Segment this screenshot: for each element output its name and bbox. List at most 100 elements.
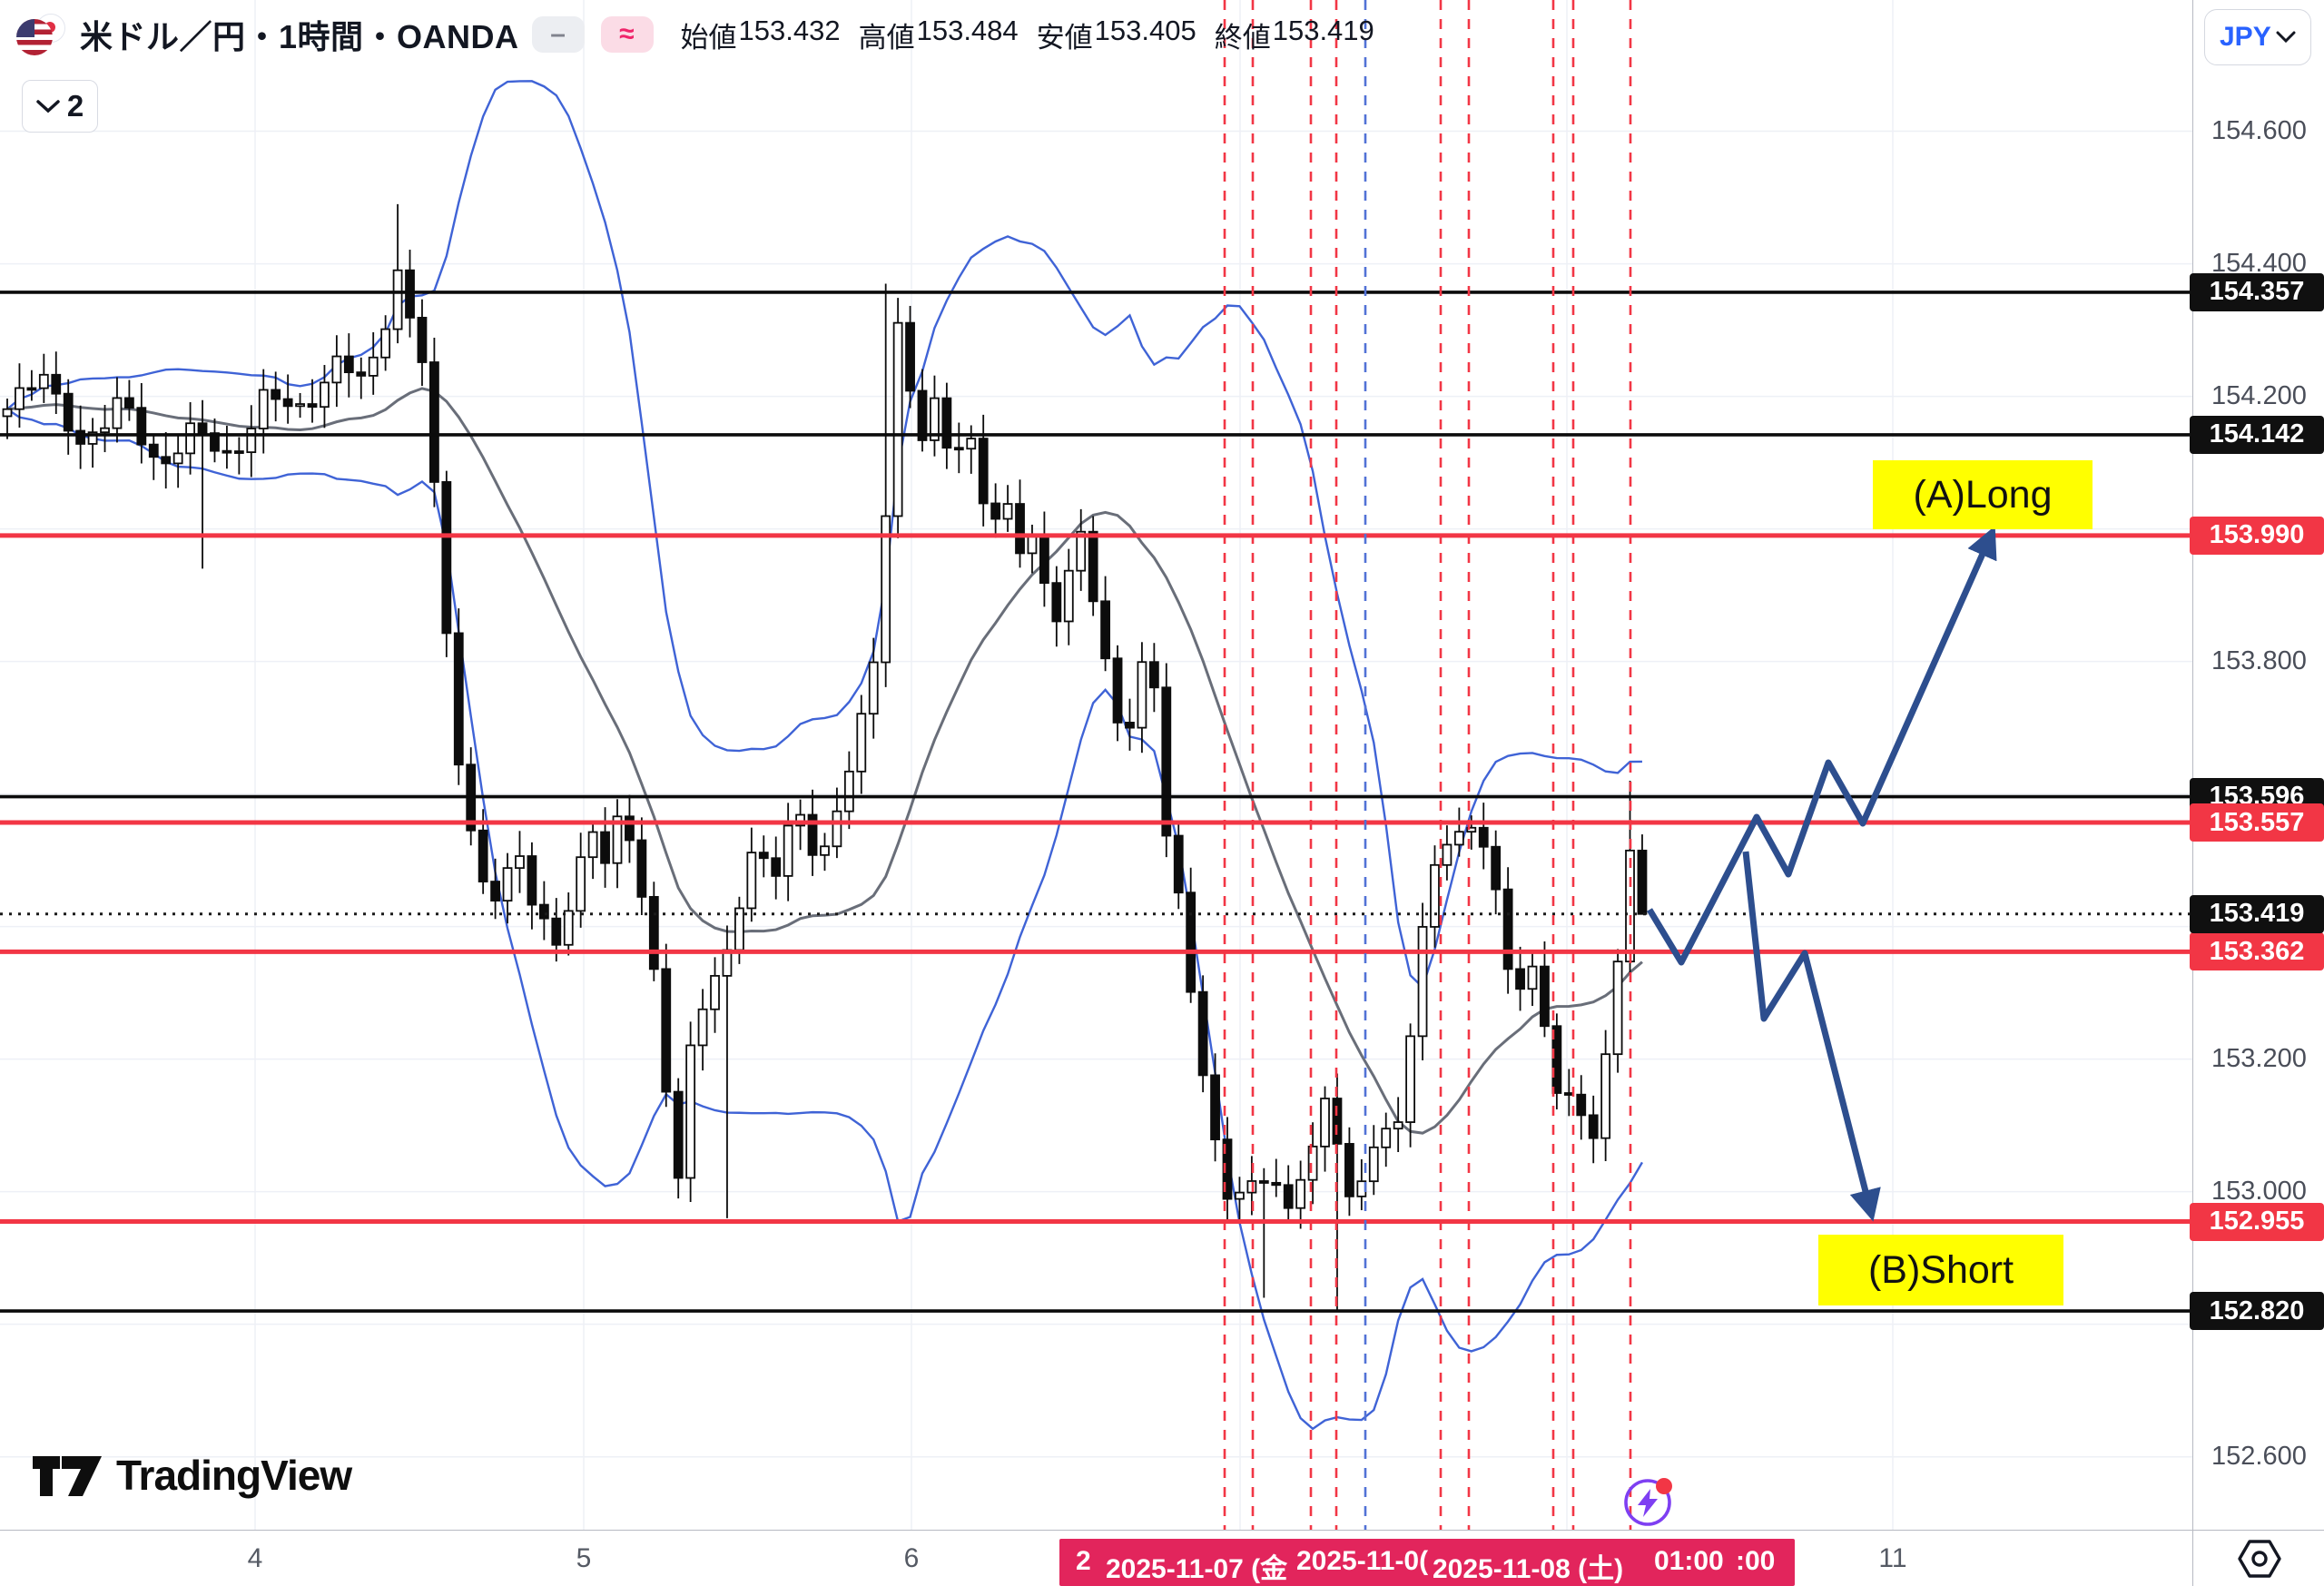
price-level-badge[interactable]: 152.820 <box>2190 1292 2324 1331</box>
price-level-badge[interactable]: 153.557 <box>2190 803 2324 842</box>
candle-body <box>453 632 464 766</box>
candle-body <box>246 428 257 454</box>
candle-body <box>1344 1143 1354 1197</box>
candle-body <box>563 910 574 946</box>
candle-body <box>1295 1178 1306 1209</box>
candle-body <box>1551 1025 1562 1094</box>
tradingview-logo[interactable]: TradingView <box>33 1451 352 1500</box>
long-annotation[interactable]: (A)Long <box>1873 460 2093 529</box>
long-projection-arrow[interactable] <box>1647 526 1997 966</box>
candle-body <box>356 371 367 377</box>
tradingview-logo-icon <box>33 1456 102 1496</box>
candle-body <box>1563 1092 1574 1096</box>
candle-body <box>930 397 940 441</box>
currency-dropdown[interactable]: JPY <box>2204 9 2311 65</box>
date-highlight-label: 2025-11-07 (金 <box>1106 1554 1288 1584</box>
candlesticks <box>2 203 1648 1312</box>
candle-body <box>368 356 379 377</box>
low-label: 安値 <box>1036 21 1093 54</box>
candle-body <box>428 361 439 483</box>
candle-body <box>233 450 244 454</box>
candle-body <box>1002 503 1013 520</box>
close-label: 終値 <box>1214 21 1271 54</box>
price-level-badge[interactable]: 153.990 <box>2190 516 2324 555</box>
candle-body <box>673 1090 684 1179</box>
price-level-badge[interactable]: 152.955 <box>2190 1202 2324 1241</box>
time-tick-label: 4 <box>247 1543 263 1573</box>
candle-body <box>1015 503 1025 555</box>
candle-body <box>771 857 782 877</box>
candle-body <box>832 810 842 848</box>
candle-body <box>1063 569 1074 623</box>
lightning-event-icon[interactable] <box>1618 1473 1678 1537</box>
candle-body <box>515 855 525 870</box>
candle-body <box>892 321 903 517</box>
candle-body <box>1453 831 1464 846</box>
price-chart[interactable] <box>0 0 2192 1530</box>
candle-body <box>478 829 488 882</box>
price-level-badge[interactable]: 153.362 <box>2190 932 2324 971</box>
candle-body <box>1197 990 1208 1077</box>
candle-body <box>587 831 598 859</box>
price-tick-label: 153.000 <box>2211 1176 2307 1206</box>
chart-header: 米ドル／円・1時間・OANDA – ≈ 始値 153.432 高値 153.484 … <box>16 11 1374 58</box>
high-label: 高値 <box>858 21 915 54</box>
price-tick-label: 153.800 <box>2211 645 2307 675</box>
candle-body <box>15 387 25 410</box>
candle-body <box>392 269 403 330</box>
bollinger-middle-band <box>6 387 1643 1135</box>
candle-body <box>1039 536 1049 585</box>
indicator-wave-pill[interactable]: ≈ <box>600 16 654 53</box>
candle-body <box>820 845 830 856</box>
gear-icon[interactable] <box>2237 1536 2282 1581</box>
high-value: 153.484 <box>916 14 1019 46</box>
candle-body <box>1222 1138 1233 1200</box>
tradingview-logo-text: TradingView <box>116 1452 352 1499</box>
notification-dot <box>1656 1478 1672 1494</box>
axis-settings-corner[interactable] <box>2192 1530 2324 1586</box>
candle-body <box>197 422 208 435</box>
candle-body <box>600 831 610 864</box>
time-axis[interactable]: 4 5 6 11 2 2025-11-07 (金 2025-11-0(2025-11-08 … <box>0 1530 2192 1586</box>
time-tick-label: 5 <box>576 1543 592 1573</box>
candle-body <box>795 813 805 827</box>
symbol-flag-icon <box>16 14 67 55</box>
candle-body <box>123 397 134 409</box>
price-tick-label: 153.200 <box>2211 1043 2307 1073</box>
candle-body <box>1540 965 1550 1028</box>
candle-body <box>210 432 220 452</box>
candle-body <box>710 974 720 1010</box>
open-value: 153.432 <box>738 14 841 46</box>
price-level-badge[interactable]: 153.419 <box>2190 894 2324 933</box>
candle-body <box>783 824 793 877</box>
candle-body <box>1186 892 1196 993</box>
indicator-collapse-button[interactable]: 2 <box>22 80 98 133</box>
short-annotation[interactable]: (B)Short <box>1818 1235 2063 1305</box>
candle-body <box>1417 926 1428 1038</box>
price-level-badge[interactable]: 154.142 <box>2190 415 2324 454</box>
candle-body <box>1088 530 1098 603</box>
candle-body <box>1502 888 1513 970</box>
candle-body <box>1588 1114 1599 1139</box>
candle-body <box>1442 843 1452 866</box>
candle-body <box>307 403 318 409</box>
candle-body <box>1515 968 1525 990</box>
date-highlight-band: 2 2025-11-07 (金 2025-11-0(2025-11-08 (土) 01… <box>1059 1539 1795 1586</box>
candle-body <box>1027 536 1038 555</box>
price-level-badge[interactable]: 154.357 <box>2190 272 2324 311</box>
short-projection-arrow[interactable] <box>1742 851 1881 1222</box>
candle-body <box>1161 686 1172 837</box>
close-value: 153.419 <box>1272 14 1374 46</box>
candle-body <box>917 389 928 441</box>
date-highlight-label: :00 <box>1736 1546 1776 1576</box>
candle-body <box>405 269 415 319</box>
candle-body <box>136 407 147 446</box>
price-axis[interactable]: JPY 154.600 154.400 154.200 153.800 153.200 1… <box>2190 0 2324 1530</box>
candle-body <box>856 713 867 773</box>
indicator-minus-pill[interactable]: – <box>531 16 585 53</box>
candle-body <box>941 397 952 449</box>
symbol-title[interactable]: 米ドル／円・1時間・OANDA <box>80 18 519 55</box>
candle-body <box>1100 600 1110 660</box>
candle-body <box>295 403 305 408</box>
